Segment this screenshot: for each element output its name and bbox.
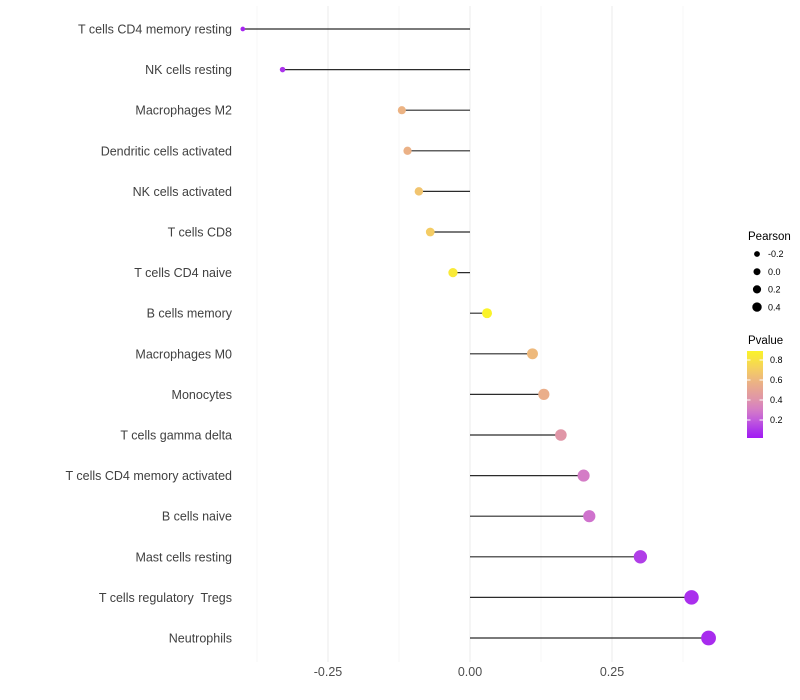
x-axis-tick-label: 0.00 bbox=[458, 665, 482, 679]
y-axis-label: Monocytes bbox=[172, 388, 232, 402]
y-axis-label: Macrophages M0 bbox=[135, 347, 232, 361]
lollipop-dot bbox=[577, 469, 590, 482]
y-axis-label: B cells naive bbox=[162, 510, 232, 524]
y-axis-label: T cells CD4 memory activated bbox=[66, 469, 233, 483]
lollipop-dot bbox=[633, 550, 648, 564]
x-axis-tick-label: 0.25 bbox=[600, 665, 624, 679]
legend-color-tick-label: 0.2 bbox=[770, 415, 783, 425]
legend-size-label: 0.0 bbox=[768, 267, 781, 277]
legend-color-tick-label: 0.8 bbox=[770, 355, 783, 365]
y-axis-label: Dendritic cells activated bbox=[101, 144, 232, 158]
legend-size-dot bbox=[752, 302, 762, 312]
y-axis-label: NK cells activated bbox=[133, 185, 232, 199]
lollipop-dot bbox=[555, 429, 567, 441]
legend-size-dot bbox=[754, 251, 760, 257]
lollipop-dot bbox=[526, 348, 538, 360]
legend-size-label: -0.2 bbox=[768, 249, 784, 259]
legend-size-label: 0.2 bbox=[768, 285, 781, 295]
lollipop-dot bbox=[403, 146, 412, 155]
lollipop-dot bbox=[583, 510, 596, 523]
pvalue-gradient-bar bbox=[747, 351, 763, 438]
lollipop-dot bbox=[684, 590, 699, 605]
y-axis-label: Macrophages M2 bbox=[135, 104, 232, 118]
y-axis-label: B cells memory bbox=[147, 307, 233, 321]
lollipop-dot bbox=[414, 187, 424, 196]
y-axis-label: T cells CD4 naive bbox=[134, 266, 232, 280]
legend-color-tick-label: 0.6 bbox=[770, 375, 783, 385]
lollipop-dot bbox=[425, 227, 435, 237]
x-axis-tick-label: -0.25 bbox=[314, 665, 343, 679]
lollipop-dot bbox=[397, 106, 406, 115]
legend-size-dot bbox=[753, 268, 761, 276]
lollipop-dot bbox=[538, 388, 550, 401]
lollipop-dot bbox=[482, 308, 493, 319]
y-axis-label: T cells gamma delta bbox=[120, 429, 232, 443]
y-axis-label: T cells regulatory Tregs bbox=[99, 591, 232, 605]
y-axis-label: T cells CD8 bbox=[168, 226, 232, 240]
legend-title-pvalue: Pvalue bbox=[748, 335, 783, 347]
lollipop-dot bbox=[240, 26, 246, 32]
lollipop-dot bbox=[701, 630, 716, 646]
legend-color-tick-label: 0.4 bbox=[770, 395, 783, 405]
lollipop-dot bbox=[279, 66, 286, 73]
y-axis-label: Mast cells resting bbox=[135, 550, 232, 564]
y-axis-label: NK cells resting bbox=[145, 63, 232, 77]
legend-size-label: 0.4 bbox=[768, 302, 781, 312]
y-axis-label: Neutrophils bbox=[169, 632, 232, 646]
lollipop-dot bbox=[448, 267, 458, 278]
legend-title-pearson: Pearson bbox=[748, 231, 791, 243]
y-axis-label: T cells CD4 memory resting bbox=[78, 23, 232, 37]
legend-size-dot bbox=[752, 285, 762, 294]
